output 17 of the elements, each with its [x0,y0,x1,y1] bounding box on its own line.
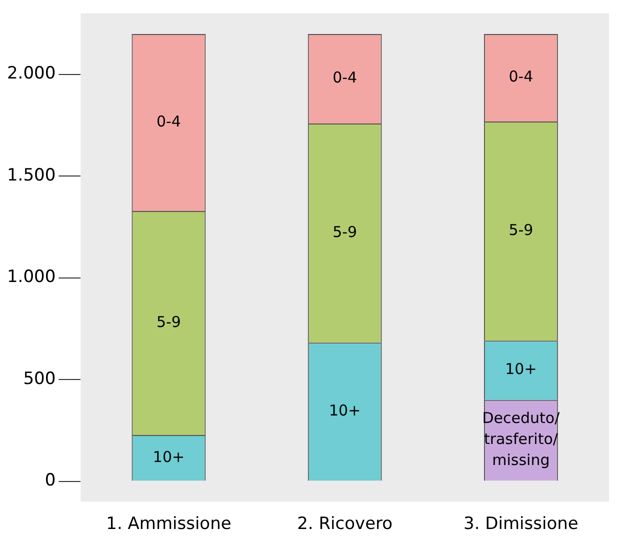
text: 0-4 [332,68,358,87]
text: 10+ [329,402,361,420]
series-label: 0-4 [156,112,181,130]
y-tick-label: 1.500 [6,165,56,186]
y-tick-label: 500 [23,368,56,389]
y-tick-label: 2.000 [6,64,56,84]
series-label: 10+ [152,448,185,466]
series-label: 5-9 [156,312,181,331]
x-tick-label: 2. Ricovero [297,514,393,534]
text: 5-9 [332,222,358,241]
y-tick-label: 1.000 [6,267,56,288]
x-tick-label: 3. Dimissione [464,514,578,534]
x-tick-label: 1. Ammissione [106,514,232,534]
text: 10+ [505,360,537,378]
text: 0-4 [508,68,534,86]
y-tick-label: 0 [44,470,56,491]
text: 5-9 [508,220,534,239]
